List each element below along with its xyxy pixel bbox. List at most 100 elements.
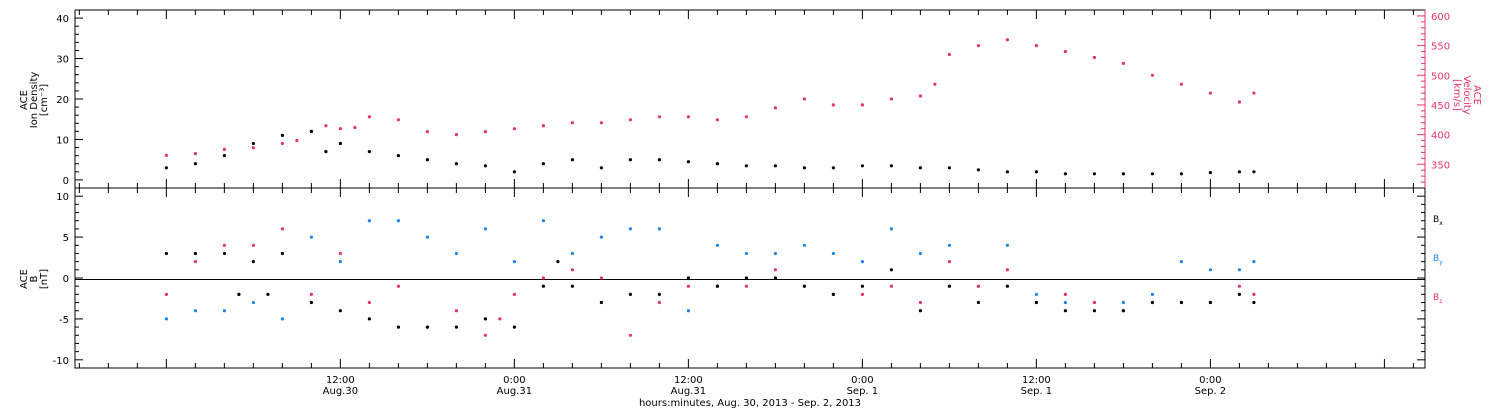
- b-legend: Bx By Bz: [1433, 215, 1443, 305]
- velocity-point: [773, 106, 778, 110]
- by-point: [309, 235, 313, 239]
- y-tick-label-velocity: 350: [1431, 160, 1450, 171]
- ion-density-point: [1063, 172, 1067, 176]
- velocity-point: [1237, 100, 1241, 104]
- bx-point: [1063, 309, 1067, 313]
- by-point: [1208, 268, 1212, 272]
- velocity-point: [1150, 73, 1154, 77]
- ion-density-point: [570, 158, 575, 162]
- y-tick-label-b: 0: [63, 274, 69, 285]
- by-point: [657, 227, 662, 231]
- ion-density-point: [1034, 170, 1038, 174]
- bz-point: [1252, 292, 1256, 296]
- velocity-point: [251, 146, 255, 150]
- velocity-point: [860, 103, 865, 107]
- bz-point: [1005, 268, 1010, 272]
- velocity-point: [541, 124, 546, 128]
- y-tick-label-density: 10: [56, 135, 69, 146]
- bz-point: [976, 284, 981, 288]
- bx-point: [831, 292, 836, 296]
- b-label-line-3: [nT]: [39, 269, 50, 289]
- velocity-label-line-1: ACE: [1471, 85, 1482, 105]
- ion-density-point: [686, 160, 691, 164]
- velocity-point: [1034, 44, 1038, 48]
- ion-density-point: [193, 162, 197, 166]
- bx-point: [802, 284, 807, 288]
- bx-point: [367, 317, 371, 321]
- bx-point: [425, 325, 429, 329]
- bz-point: [541, 276, 546, 280]
- velocity-point: [193, 152, 197, 156]
- x-tick-label-date: Aug.30: [323, 386, 358, 397]
- velocity-point: [570, 121, 575, 125]
- bz-point: [338, 251, 342, 256]
- by-point: [193, 309, 197, 313]
- velocity-point: [802, 97, 807, 101]
- bz-point: [1063, 292, 1067, 296]
- bz-point: [483, 333, 487, 337]
- top-panel-frame: [74, 9, 1426, 189]
- ion-density-point: [889, 164, 894, 168]
- ion-density-point: [454, 162, 458, 166]
- bx-point: [599, 300, 604, 305]
- x-tick-label: 12:00: [326, 375, 355, 386]
- velocity-point: [1092, 55, 1096, 60]
- ion-density-point: [1208, 171, 1212, 175]
- by-point: [1150, 292, 1154, 296]
- y-tick-label-density: 0: [63, 176, 69, 187]
- bx-point: [918, 309, 923, 313]
- bx-point: [222, 251, 226, 256]
- bz-point: [918, 300, 923, 305]
- y-tick-label-b: 10: [56, 192, 69, 203]
- bx-point: [1150, 300, 1154, 305]
- by-point: [367, 219, 371, 223]
- velocity-point: [338, 127, 342, 131]
- by-point: [483, 227, 487, 231]
- bz-point: [570, 268, 575, 272]
- ion-density-point: [425, 158, 429, 162]
- bx-point: [1252, 300, 1256, 305]
- y-tick-label-b: 5: [63, 233, 69, 244]
- velocity-point: [686, 115, 691, 119]
- bz-point: [599, 276, 604, 280]
- ion-density-point: [1092, 172, 1096, 176]
- bz-point: [454, 309, 458, 313]
- ion-density-point: [1150, 172, 1154, 176]
- axes-layer: 12:00Aug.300:00Aug.3112:00Aug.310:00Sep.…: [53, 10, 1450, 397]
- ion-density-label-line-3: [cm⁻³]: [39, 84, 50, 116]
- velocity-point: [1063, 49, 1067, 54]
- bx-point: [193, 251, 197, 256]
- velocity-point: [280, 141, 284, 146]
- ion-density-point: [715, 162, 720, 166]
- velocity-point: [1005, 38, 1010, 42]
- legend-by: By: [1433, 254, 1443, 266]
- by-point: [164, 317, 168, 321]
- by-point: [1063, 300, 1067, 305]
- b-label-line-1: ACE: [19, 269, 30, 289]
- ion-density-point: [976, 168, 981, 172]
- bx-point: [483, 317, 487, 321]
- y-tick-label-velocity: 500: [1431, 71, 1450, 82]
- velocity-point: [933, 82, 937, 86]
- ion-density-label-line-2: Ion Density: [29, 72, 40, 129]
- ion-density-point: [280, 133, 284, 137]
- bz-point: [889, 284, 894, 288]
- marks-layer: [164, 38, 1256, 337]
- bx-point: [657, 292, 662, 296]
- x-tick-label: 0:00: [851, 375, 873, 386]
- bx-point: [338, 309, 342, 313]
- by-point: [918, 251, 923, 256]
- legend-bx: Bx: [1433, 215, 1443, 227]
- ion-density-point: [1005, 170, 1010, 174]
- velocity-point: [353, 125, 357, 130]
- bz-point: [947, 260, 952, 264]
- ion-density-point: [324, 150, 328, 154]
- x-tick-label-date: Aug.31: [671, 386, 706, 397]
- bz-point: [222, 243, 226, 247]
- bx-point: [628, 292, 633, 296]
- by-point: [860, 260, 865, 264]
- bx-point: [1121, 309, 1125, 313]
- bx-point: [1092, 309, 1096, 313]
- velocity-point: [599, 121, 604, 125]
